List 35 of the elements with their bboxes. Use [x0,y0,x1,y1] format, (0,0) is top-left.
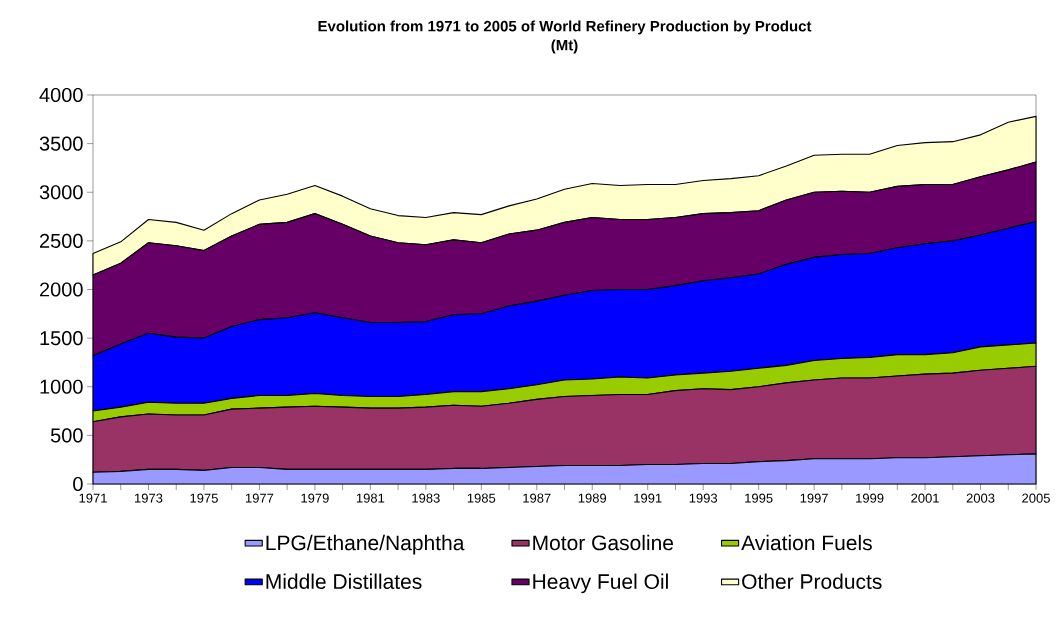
x-tick-label: 1971 [79,493,107,503]
x-tick-label: 1973 [135,493,163,503]
x-tick-label: 2005 [1022,493,1050,503]
x-tick-label: 2001 [911,493,939,503]
x-tick-label: 1985 [467,493,496,503]
x-tick-label: 1991 [634,493,662,503]
chart-subtitle: (Mt) [551,39,578,54]
x-tick-label: 1977 [245,493,274,503]
x-tick-label: 1983 [412,493,440,503]
x-tick-label: 1979 [301,493,329,503]
chart-title: Evolution from 1971 to 2005 of World Refinery Production by Product [318,20,812,35]
y-tick-label: 2500 [40,233,83,248]
y-tick-label: 3500 [39,136,83,151]
legend-label: Aviation Fuels [741,534,872,551]
y-tick-label: 4000 [39,87,83,103]
x-tick-label: 1975 [190,493,218,503]
x-tick-label: 1993 [689,493,718,503]
y-tick-label: 1500 [40,331,83,346]
y-tick-label: 1000 [40,379,83,394]
legend-label: Motor Gasoline [533,534,674,551]
x-tick-label: 2003 [966,493,995,503]
legend-label: Other Products [742,573,882,589]
x-tick-label: 1997 [800,493,828,503]
y-tick-label: 3000 [39,185,83,200]
y-tick-label: 0 [73,476,83,492]
x-tick-label: 1987 [523,493,551,503]
legend-label: Heavy Fuel Oil [533,573,668,594]
y-tick-label: 500 [50,428,83,443]
x-tick-label: 1995 [745,493,773,503]
legend-label: LPG/Ethane/Naphtha [266,534,465,555]
x-tick-label: 1999 [856,493,884,503]
y-tick-label: 2000 [40,282,83,297]
legend-label: Middle Distillates [266,573,422,589]
x-tick-label: 1989 [578,493,607,503]
x-tick-label: 1981 [356,493,385,503]
